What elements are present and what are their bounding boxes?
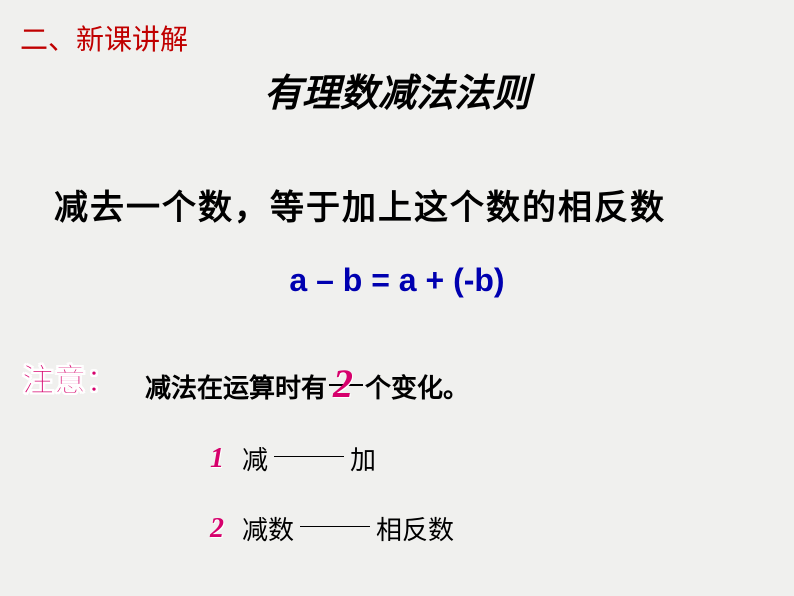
note-number: 2 [333, 361, 353, 406]
section-header: 二、新课讲解 [20, 18, 188, 58]
change-to-2: 相反数 [376, 510, 454, 547]
underline: 2 [329, 358, 363, 386]
change-item-1: 1 减 加 [210, 440, 376, 477]
change-number-2: 2 [210, 513, 224, 545]
formula: a – b = a + (-b) [0, 262, 794, 299]
page-title: 有理数减法法则 [0, 62, 794, 117]
change-item-2: 2 减数 相反数 [210, 510, 454, 547]
change-from-2: 减数 [242, 510, 294, 547]
note-text-before: 减法在运算时有 [145, 368, 327, 405]
change-number-1: 1 [210, 443, 224, 475]
rule-definition: 减去一个数，等于加上这个数的相反数 [54, 180, 666, 229]
arrow-line [300, 526, 370, 527]
note-text-after: 个变化。 [365, 368, 469, 405]
change-to-1: 加 [350, 440, 376, 477]
arrow-line [274, 456, 344, 457]
note-label: 注意： [22, 355, 118, 401]
change-from-1: 减 [242, 440, 268, 477]
note-text: 减法在运算时有 2 个变化。 [145, 360, 469, 405]
